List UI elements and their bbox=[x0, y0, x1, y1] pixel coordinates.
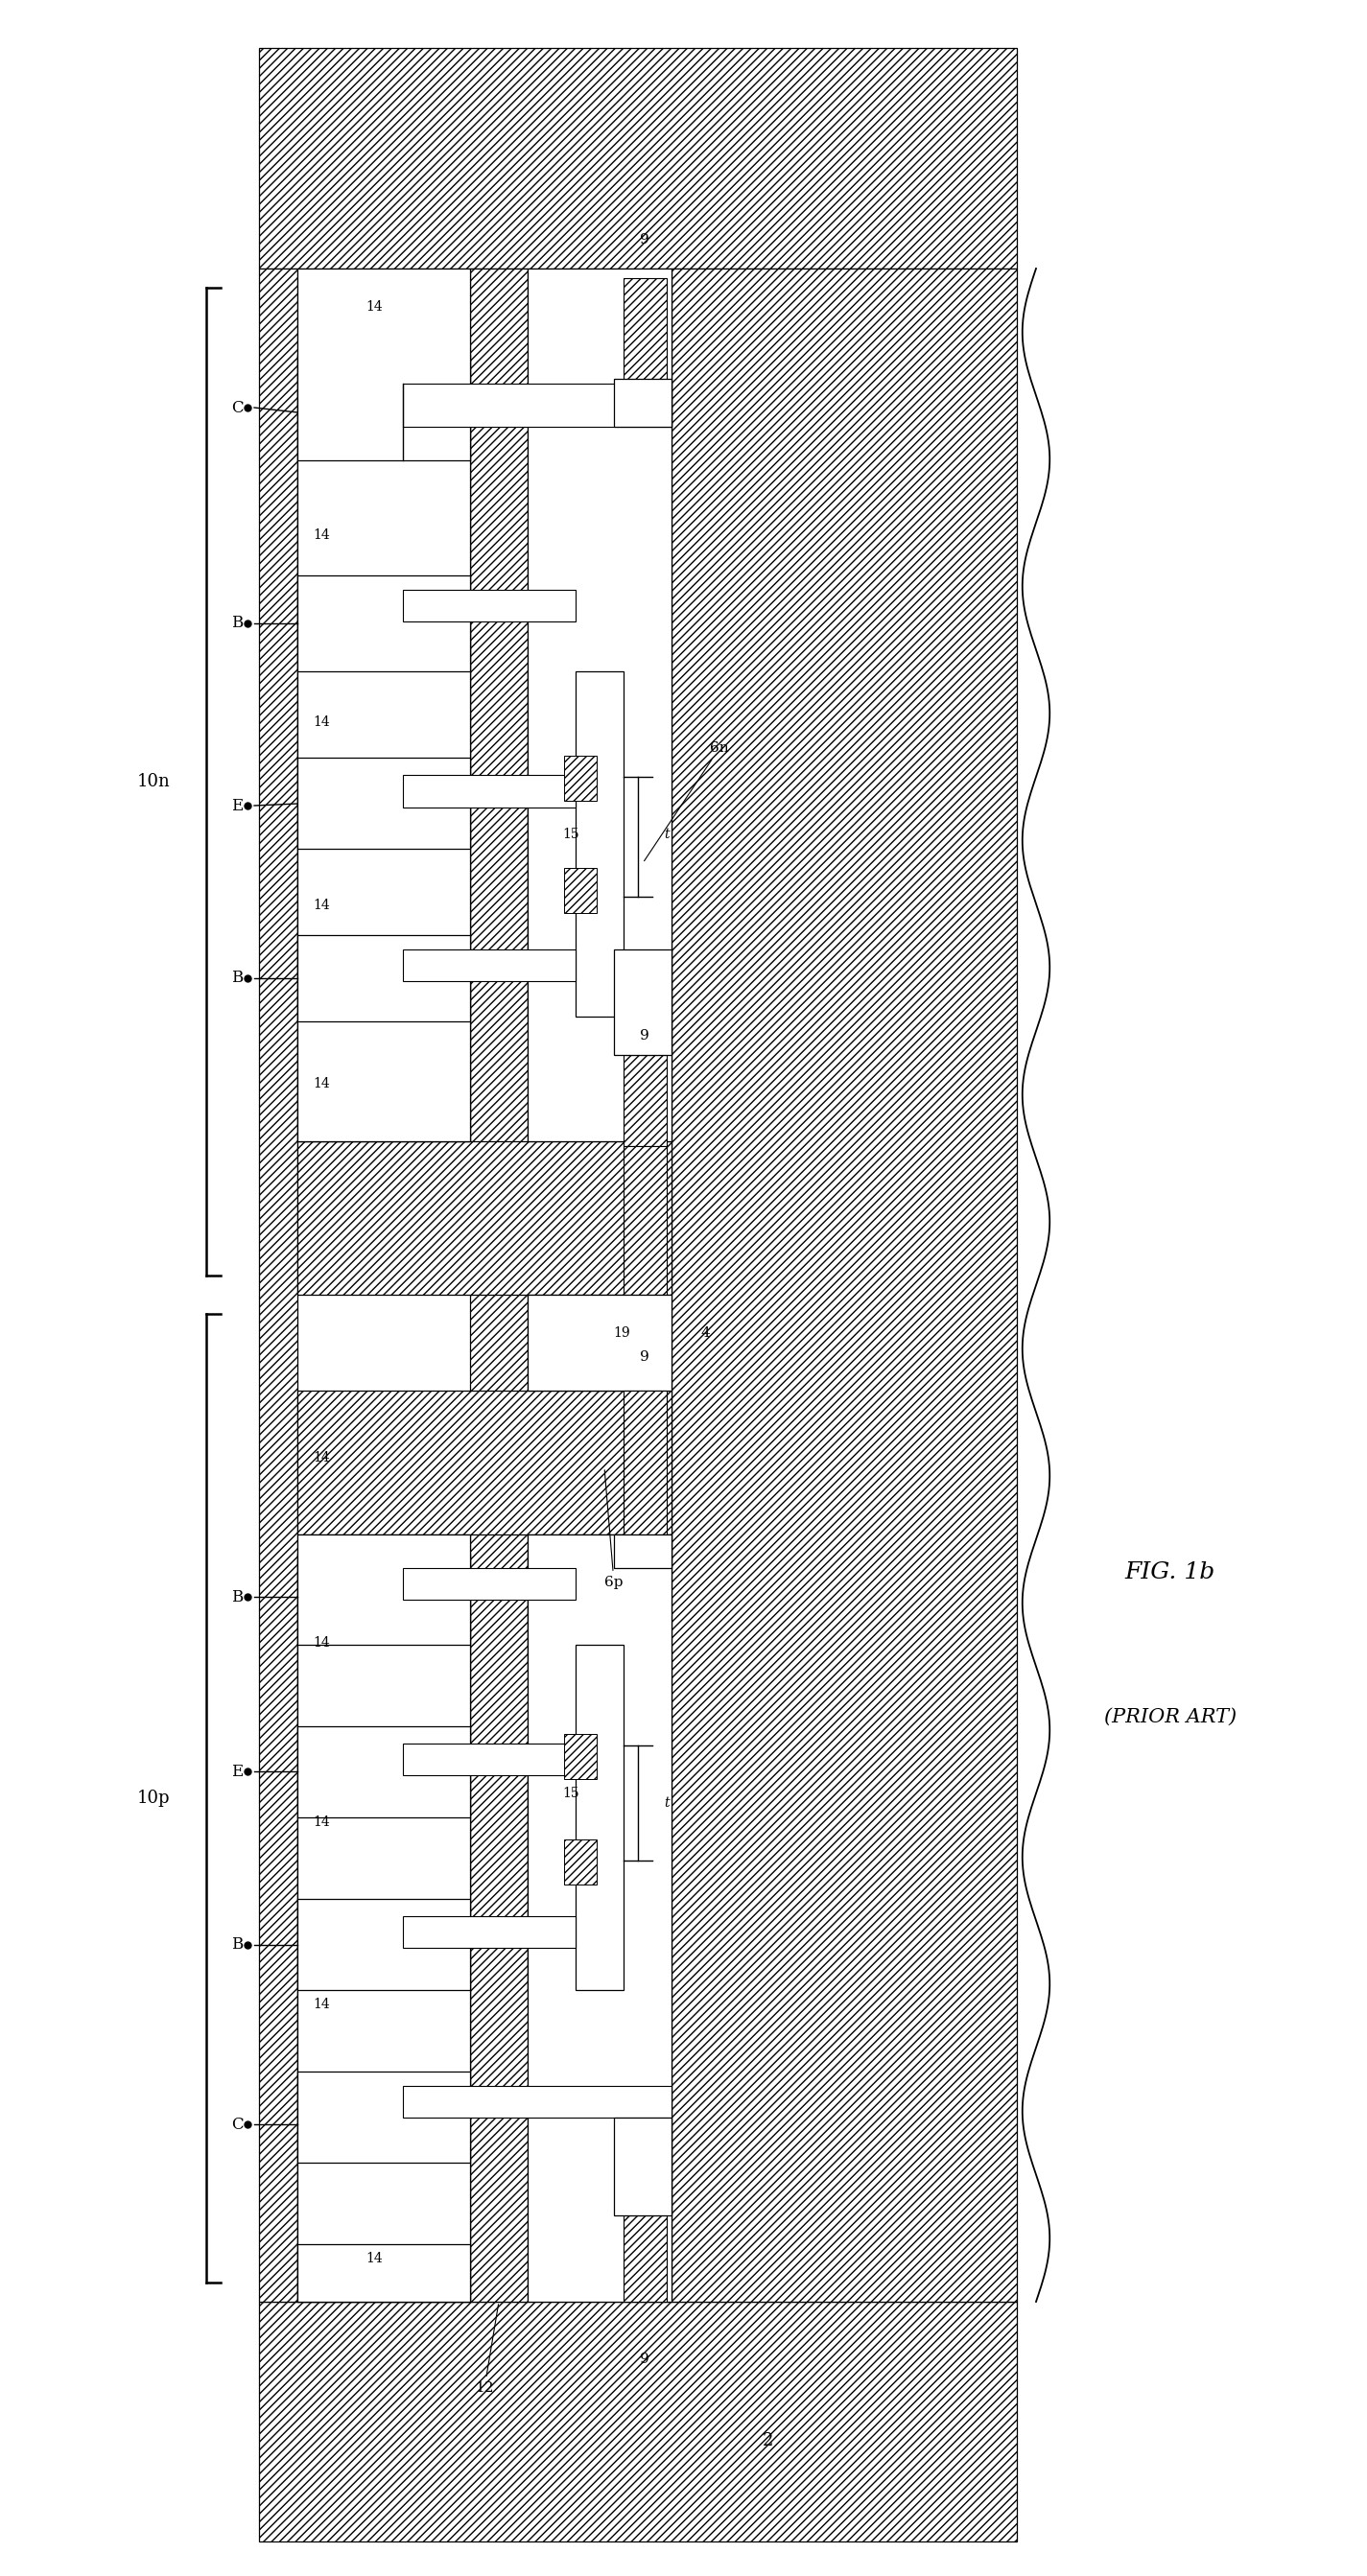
Bar bbox=[528, 1296, 671, 1391]
Bar bbox=[528, 1880, 576, 1991]
Text: 14: 14 bbox=[313, 1077, 329, 1090]
Bar bbox=[614, 2117, 671, 2215]
Text: 14: 14 bbox=[313, 1636, 329, 1649]
Text: 9: 9 bbox=[640, 232, 649, 247]
Bar bbox=[623, 1391, 667, 1535]
Text: C: C bbox=[231, 2115, 243, 2133]
Bar bbox=[298, 2164, 470, 2244]
Bar bbox=[403, 1744, 576, 1775]
Text: 9: 9 bbox=[640, 1350, 649, 1363]
Bar bbox=[623, 1056, 667, 1146]
Bar bbox=[528, 672, 576, 786]
Text: 10p: 10p bbox=[137, 1790, 170, 1806]
Bar bbox=[298, 574, 470, 672]
Bar bbox=[403, 775, 576, 806]
Bar bbox=[671, 268, 1017, 2303]
Text: 14: 14 bbox=[313, 528, 329, 541]
Bar bbox=[565, 1734, 596, 1780]
Text: B: B bbox=[231, 1937, 243, 1953]
Text: t: t bbox=[664, 827, 670, 842]
Bar bbox=[470, 268, 528, 2303]
Text: C: C bbox=[231, 399, 243, 415]
Bar bbox=[258, 268, 298, 2303]
Bar bbox=[298, 1899, 470, 1991]
Bar bbox=[565, 1839, 596, 1886]
Bar bbox=[614, 379, 671, 428]
Bar bbox=[298, 935, 470, 1023]
Bar bbox=[298, 1023, 470, 1141]
Text: 14: 14 bbox=[313, 1450, 329, 1466]
Text: E: E bbox=[231, 799, 243, 814]
Text: E: E bbox=[231, 1762, 243, 1780]
Text: 12: 12 bbox=[476, 2306, 499, 2396]
Text: FIG. 1b: FIG. 1b bbox=[1125, 1561, 1215, 1584]
Bar bbox=[576, 1643, 623, 1991]
Bar bbox=[565, 755, 596, 801]
Text: 15: 15 bbox=[562, 827, 580, 842]
Bar bbox=[403, 384, 671, 428]
Text: B: B bbox=[231, 1589, 243, 1605]
Bar bbox=[528, 1553, 576, 1669]
Bar bbox=[614, 1535, 671, 1569]
Text: (PRIOR ART): (PRIOR ART) bbox=[1105, 1708, 1237, 1726]
Bar bbox=[298, 1141, 671, 1296]
Bar bbox=[258, 49, 1017, 268]
Bar bbox=[528, 786, 576, 884]
Bar bbox=[623, 2215, 667, 2303]
Bar bbox=[298, 1391, 671, 1535]
Text: 9: 9 bbox=[640, 2352, 649, 2365]
Bar bbox=[298, 848, 470, 935]
Bar bbox=[623, 278, 667, 384]
Bar bbox=[298, 2244, 470, 2303]
Bar bbox=[403, 951, 576, 981]
Bar bbox=[298, 1535, 470, 2303]
Bar bbox=[258, 2303, 1017, 2543]
Bar bbox=[403, 1917, 576, 1947]
Bar bbox=[528, 1535, 671, 2303]
Bar bbox=[528, 884, 576, 1018]
Bar bbox=[614, 951, 671, 1056]
Bar bbox=[298, 1726, 470, 1819]
Bar bbox=[298, 757, 470, 848]
Bar bbox=[298, 268, 470, 1141]
Text: 4: 4 bbox=[700, 1327, 709, 1340]
Text: 6n: 6n bbox=[644, 742, 729, 860]
Text: 19: 19 bbox=[614, 1327, 630, 1340]
Text: 14: 14 bbox=[365, 2251, 383, 2264]
Text: 2: 2 bbox=[761, 2432, 772, 2450]
Text: B: B bbox=[231, 971, 243, 987]
Text: 15: 15 bbox=[562, 1788, 580, 1801]
Text: 14: 14 bbox=[365, 301, 383, 314]
Bar bbox=[528, 1765, 576, 1880]
Text: 14: 14 bbox=[313, 1816, 329, 1829]
Bar bbox=[298, 2071, 470, 2164]
Text: B: B bbox=[231, 616, 243, 631]
Text: 14: 14 bbox=[313, 899, 329, 912]
Text: 14: 14 bbox=[313, 1999, 329, 2012]
Bar bbox=[298, 672, 470, 757]
Bar bbox=[298, 1819, 470, 1899]
Bar bbox=[298, 1991, 470, 2071]
Bar bbox=[623, 1146, 667, 1296]
Bar bbox=[403, 1569, 576, 1600]
Bar bbox=[403, 590, 576, 621]
Bar bbox=[298, 1643, 470, 1726]
Bar bbox=[298, 1553, 470, 1643]
Text: 14: 14 bbox=[313, 716, 329, 729]
Bar bbox=[528, 268, 671, 1141]
Bar bbox=[298, 461, 470, 574]
Text: 10n: 10n bbox=[137, 773, 170, 791]
Bar bbox=[403, 2087, 671, 2117]
Text: 9: 9 bbox=[640, 1028, 649, 1043]
Bar bbox=[565, 868, 596, 912]
Text: 6p: 6p bbox=[604, 1471, 623, 1589]
Bar bbox=[576, 672, 623, 1018]
Bar bbox=[298, 355, 470, 461]
Text: t: t bbox=[664, 1795, 670, 1811]
